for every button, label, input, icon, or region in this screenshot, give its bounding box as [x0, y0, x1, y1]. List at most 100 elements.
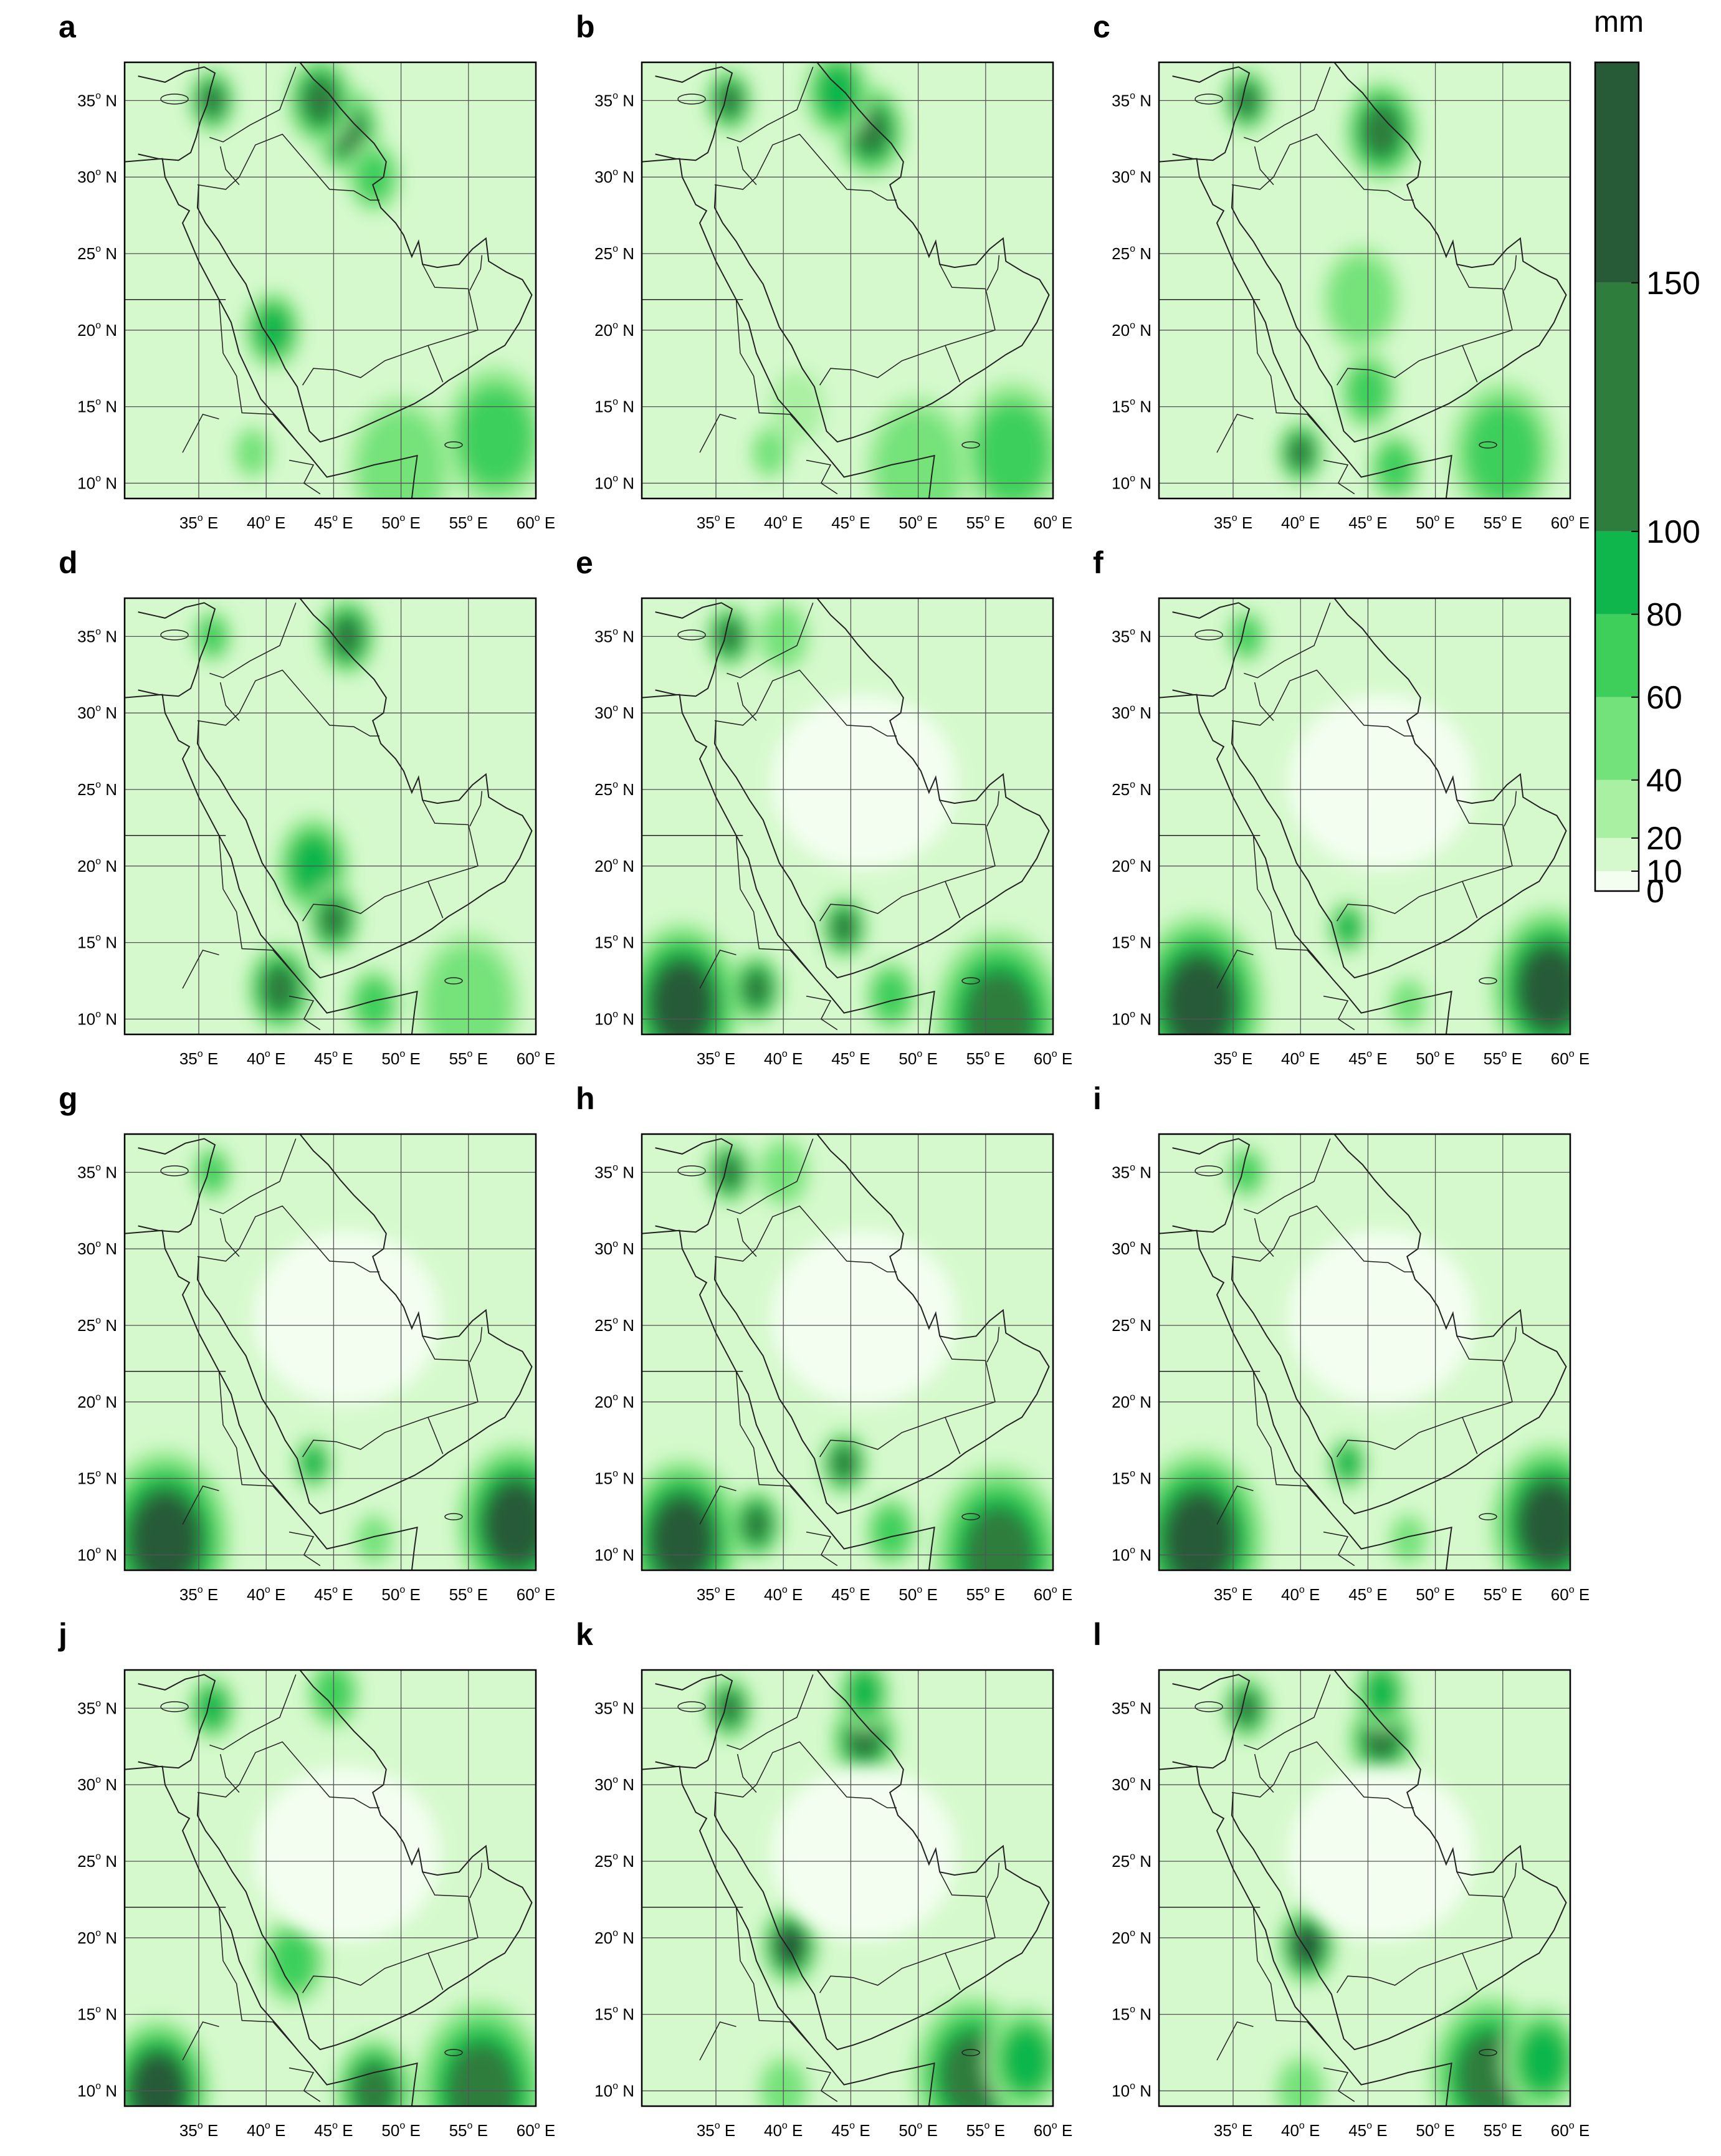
country-border [939, 799, 986, 826]
country-border [422, 1335, 469, 1362]
colorbar-tick-label: 40 [1646, 763, 1682, 799]
precipitation-map: 35o N 30o N 25o N 20o N 15o N 10o N 35o E 40o E… [594, 1669, 1072, 2140]
map-panel: l 35o N 30o N 25o N 20o N 15o N 10o N 35o E 40o … [1090, 1617, 1590, 2156]
country-border [197, 669, 379, 737]
lat-tick-label: 20o N [1112, 1928, 1151, 1947]
island-cyprus [160, 93, 189, 105]
coastline [1159, 694, 1452, 1034]
lat-tick-label: 15o N [1112, 2005, 1151, 2024]
lat-tick-label: 10o N [594, 1009, 634, 1028]
graticule [1159, 1134, 1570, 1570]
precip-contour [270, 1930, 316, 1991]
country-border [939, 264, 986, 290]
country-border [986, 1327, 1000, 1363]
precip-contour [849, 1671, 880, 1714]
lat-tick-label: 10o N [1112, 473, 1151, 492]
lat-tick-label: 25o N [77, 1315, 117, 1335]
lat-tick-label: 25o N [1112, 1315, 1151, 1335]
precip-contour [1392, 1518, 1424, 1562]
coastline [196, 62, 533, 443]
lat-tick-label: 15o N [1112, 1469, 1151, 1488]
island-cyprus [677, 629, 706, 641]
lat-tick-label: 20o N [594, 1392, 634, 1411]
lon-tick-label: 55o E [1484, 1585, 1522, 1604]
coastline [713, 62, 1050, 443]
panel-letter: f [1093, 545, 1104, 580]
country-border [219, 146, 240, 185]
country-border [1244, 67, 1331, 143]
country-border [209, 67, 297, 143]
lon-tick-label: 35o E [179, 2120, 218, 2140]
country-border [699, 414, 737, 453]
lon-tick-label: 35o E [179, 513, 218, 532]
country-border [288, 995, 321, 1031]
country-border [714, 1205, 897, 1272]
lon-tick-label: 60o E [1034, 513, 1072, 532]
country-border [714, 1741, 897, 1808]
lon-tick-label: 50o E [381, 2120, 420, 2140]
island-socotra [961, 441, 980, 449]
colorbar-tick-label: 60 [1646, 680, 1682, 716]
precip-contour [356, 979, 392, 1028]
precipitation-map: 35o N 30o N 25o N 20o N 15o N 10o N 35o E 40o E… [77, 61, 555, 532]
country-border [1216, 1486, 1254, 1525]
graticule [125, 1134, 536, 1570]
coastline [138, 1138, 216, 1233]
lat-tick-label: 15o N [594, 397, 634, 416]
country-border [1336, 1360, 1513, 1457]
precip-contour [1366, 1671, 1397, 1714]
country-border [819, 289, 996, 386]
lat-tick-label: 15o N [1112, 397, 1151, 416]
coastline [713, 598, 1050, 979]
lat-tick-label: 15o N [594, 2005, 634, 2024]
coastlines [1159, 598, 1567, 1034]
country-border [1456, 1335, 1503, 1362]
lat-tick-label: 15o N [77, 397, 117, 416]
lat-tick-label: 35o N [1112, 90, 1151, 110]
coastline [1172, 66, 1251, 161]
country-border [1231, 133, 1414, 201]
map-panel: h 35o N 30o N 25o N 20o N 15o N 10o N 35o E 40o … [573, 1081, 1072, 1620]
colorbar-tick-label: 0 [1646, 874, 1664, 910]
country-border [288, 459, 321, 495]
lon-tick-label: 35o E [697, 1049, 735, 1068]
coastline [196, 1134, 533, 1515]
country-border [182, 2021, 219, 2061]
map-panel: i 35o N 30o N 25o N 20o N 15o N 10o N 35o E 40o … [1090, 1081, 1590, 1620]
map-panel: b 35o N 30o N 25o N 20o N 15o N 10o N 35o E 40o … [573, 9, 1072, 548]
precip-contour [1361, 105, 1401, 158]
country-border [1462, 881, 1478, 918]
precip-contour [1168, 1496, 1231, 1570]
lat-tick-label: 30o N [77, 1775, 117, 1794]
country-border [1462, 1953, 1478, 1990]
graticule [642, 62, 1053, 498]
country-border [1323, 2067, 1355, 2102]
panel-letter: k [576, 1617, 593, 1652]
precip-field [1159, 598, 1570, 1034]
precip-field [642, 1134, 1053, 1570]
precip-contour [818, 66, 857, 120]
lon-tick-label: 45o E [314, 1585, 353, 1604]
lat-tick-label: 30o N [1112, 1239, 1151, 1258]
map-frame [123, 61, 537, 500]
island-cyprus [677, 1165, 706, 1176]
lat-tick-label: 25o N [1112, 244, 1151, 263]
map-panel: g 35o N 30o N 25o N 20o N 15o N 10o N 35o E 40o … [56, 1081, 555, 1620]
dry-region [254, 1230, 441, 1405]
lon-tick-label: 35o E [697, 2120, 735, 2140]
country-border [469, 255, 483, 291]
country-border [302, 289, 479, 386]
country-border [727, 1138, 814, 1214]
precip-contour [1329, 256, 1393, 343]
lon-tick-label: 35o E [1214, 513, 1252, 532]
coastline [196, 1670, 533, 2051]
lon-tick-label: 60o E [1551, 1049, 1590, 1068]
precip-contour [302, 1447, 325, 1479]
lat-tick-label: 10o N [594, 2081, 634, 2100]
panel-letter: d [59, 545, 78, 580]
lon-tick-label: 60o E [517, 2120, 555, 2140]
lon-tick-label: 50o E [1416, 1049, 1454, 1068]
country-border [427, 345, 444, 383]
coastline [1231, 1670, 1567, 2051]
precip-contour [358, 1518, 390, 1562]
